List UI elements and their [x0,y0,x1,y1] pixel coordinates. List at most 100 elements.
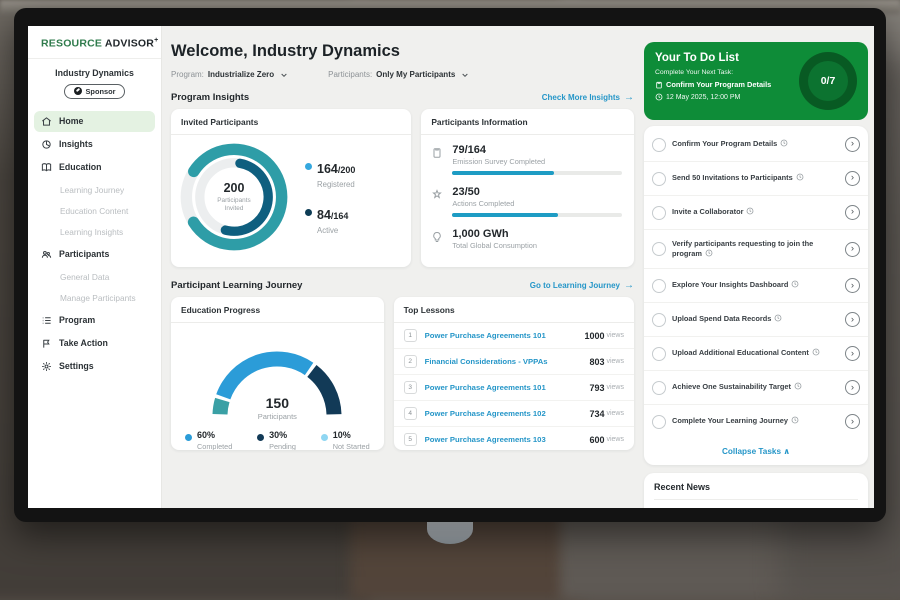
sidebar-item-take-action[interactable]: Take Action [34,333,155,354]
lesson-title-link[interactable]: Power Purchase Agreements 102 [424,409,546,418]
book-icon [41,162,52,173]
task-checkbox[interactable] [652,205,666,220]
chevron-down-icon [461,71,469,79]
clock-icon [780,139,788,150]
lesson-title-link[interactable]: Power Purchase Agreements 101 [424,331,546,340]
task-row[interactable]: Invite a Collaborator › [644,195,868,229]
sidebar-item-participants[interactable]: Participants [34,244,155,265]
program-dropdown[interactable]: Program: Industrialize Zero [171,70,288,79]
task-checkbox[interactable] [652,137,666,152]
task-open-button[interactable]: › [845,137,860,152]
sidebar-item-label: Take Action [59,338,108,348]
lesson-title-link[interactable]: Power Purchase Agreements 101 [424,383,546,392]
sidebar-item-education[interactable]: Education [34,157,155,178]
clock-icon [794,382,802,393]
task-label: Confirm Your Program Details [672,139,778,149]
collapse-tasks-link[interactable]: Collapse Tasks ∧ [644,438,868,465]
task-open-button[interactable]: › [845,205,860,220]
stat-value: 23/50 [452,186,480,199]
lesson-row[interactable]: 2 Financial Considerations - VPPAs 803 v… [393,349,634,375]
legend-item-pending: 30% Pending [257,431,296,450]
recent-news-title: Recent News [654,482,858,501]
lesson-title-link[interactable]: Financial Considerations - VPPAs [424,357,548,366]
task-open-button[interactable]: › [845,241,860,257]
task-open-button[interactable]: › [845,346,860,362]
lesson-row[interactable]: 5 Power Purchase Agreements 103 600 view… [394,427,634,450]
sidebar-item-program[interactable]: Program [34,310,155,331]
todo-progress-ring: 0/7 [799,52,857,110]
program-value: Industrialize Zero [207,70,275,79]
logo-plus: + [154,37,159,44]
gauge-legend: 60% Completed 30% Pending [171,423,384,450]
task-label: Complete Your Learning Journey [672,416,788,426]
invited-participants-card: Invited Participants 200 Participants In… [171,109,412,267]
legend-label: Registered [317,179,355,189]
task-open-button[interactable]: › [845,414,860,430]
task-checkbox[interactable] [652,414,666,429]
lesson-views: 803 [589,356,605,367]
task-row[interactable]: Verify participants requesting to join t… [644,229,868,268]
section-title: Program Insights [171,92,250,103]
lesson-row[interactable]: 1 Power Purchase Agreements 101 1000 vie… [393,323,634,349]
donut-center-value: 200 [223,180,245,195]
task-checkbox[interactable] [652,312,666,327]
sidebar-item-general-data[interactable]: General Data [60,271,110,282]
sidebar-item-learning-journey[interactable]: Learning Journey [60,184,125,195]
task-checkbox[interactable] [652,171,666,186]
invited-participants-donut-chart: 200 Participants Invited [177,140,291,254]
task-row[interactable]: Upload Spend Data Records › [644,302,868,336]
legend-dot [257,434,265,441]
lesson-row[interactable]: 4 Power Purchase Agreements 102 734 view… [393,401,634,427]
task-row[interactable]: Send 50 Invitations to Participants › [644,161,868,195]
gauge-center-caption: Participants [257,412,297,421]
task-checkbox[interactable] [652,346,666,361]
views-suffix: views [606,384,624,391]
sponsor-badge[interactable]: Sponsor [63,83,126,99]
education-progress-gauge-chart: 150 Participants [192,330,362,423]
task-label: Upload Additional Educational Content [672,348,809,358]
task-row[interactable]: Achieve One Sustainability Target › [644,370,868,404]
todo-next-task: Confirm Your Program Details [655,80,771,89]
task-checkbox[interactable] [652,278,666,293]
gauge-center-label: 150 Participants [192,395,362,421]
task-row[interactable]: Complete Your Learning Journey › [644,404,868,438]
participants-icon [41,249,52,260]
sidebar-item-education-content[interactable]: Education Content [60,205,129,216]
sidebar-item-settings[interactable]: Settings [34,356,155,377]
legend-total: /200 [337,164,356,175]
legend-item-not-started: 10% Not Started [320,431,370,450]
card-title: Education Progress [171,297,384,323]
participants-dropdown[interactable]: Participants: Only My Participants [328,70,469,79]
top-lessons-card: Top Lessons 1 Power Purchase Agreements … [393,297,634,450]
task-open-button[interactable]: › [845,380,860,396]
sidebar-item-home[interactable]: Home [34,110,155,132]
lesson-row[interactable]: 3 Power Purchase Agreements 101 793 view… [393,375,634,401]
task-open-button[interactable]: › [845,278,860,294]
task-open-button[interactable]: › [845,171,860,186]
todo-due-date-label: 12 May 2025, 12:00 PM [666,93,741,101]
sidebar-item-manage-participants[interactable]: Manage Participants [60,292,136,303]
stat-label: Total Global Consumption [452,241,537,251]
task-checkbox[interactable] [652,242,666,257]
go-to-learning-journey-link[interactable]: Go to Learning Journey → [530,279,634,291]
task-row[interactable]: Explore Your Insights Dashboard › [644,268,868,302]
task-checkbox[interactable] [652,380,666,395]
sidebar-item-insights[interactable]: Insights [34,134,155,155]
sponsor-label: Sponsor [85,86,116,96]
page-title: Welcome, Industry Dynamics [171,42,400,60]
survey-icon [431,144,444,175]
sidebar-item-learning-insights[interactable]: Learning Insights [60,226,124,237]
education-progress-card: Education Progress 150 Participants 60% … [171,297,384,450]
clock-icon [746,207,754,218]
sidebar-item-label: Settings [59,361,94,371]
lesson-rank: 1 [403,329,417,342]
task-row[interactable]: Upload Additional Educational Content › [644,336,868,370]
check-more-insights-link[interactable]: Check More Insights → [542,91,634,103]
task-row[interactable]: Confirm Your Program Details › [644,128,868,161]
task-open-button[interactable]: › [845,312,860,328]
stat-total-consumption: 1,000 GWh Total Global Consumption [431,228,622,250]
lesson-title-link[interactable]: Power Purchase Agreements 103 [424,435,546,444]
arrow-right-icon: → [624,279,634,291]
views-suffix: views [606,410,624,417]
arrow-right-icon: → [624,91,634,103]
